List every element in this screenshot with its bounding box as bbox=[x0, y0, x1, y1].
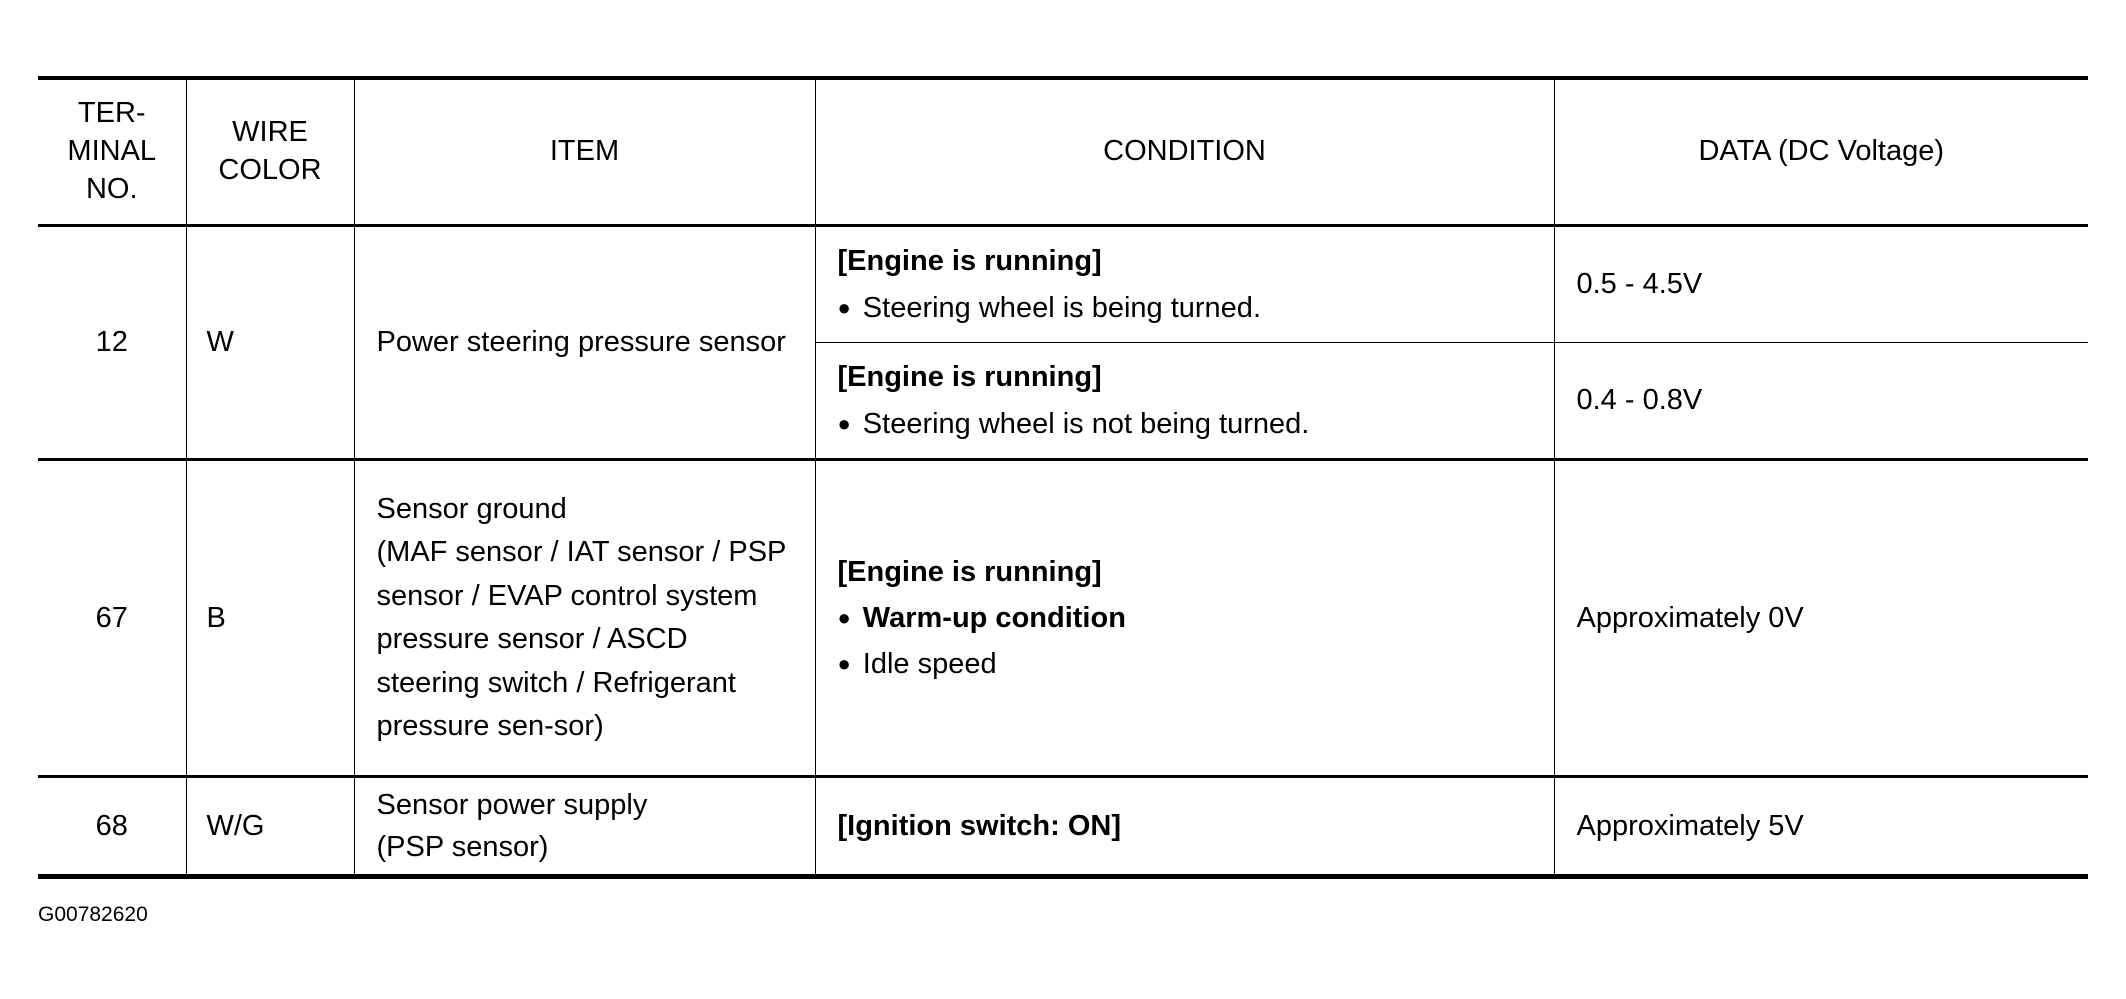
condition-cell: [Engine is running] Steering wheel is be… bbox=[814, 225, 1555, 343]
wire-cell: B bbox=[185, 459, 355, 777]
condition-cell: [Engine is running] Steering wheel is no… bbox=[815, 342, 1555, 460]
header-condition: CONDITION bbox=[814, 77, 1555, 226]
wire-cell: W/G bbox=[185, 776, 355, 877]
wire-cell: W bbox=[185, 225, 355, 460]
header-data: DATA (DC Voltage) bbox=[1553, 77, 2088, 226]
terminal-cell: 68 bbox=[38, 776, 187, 877]
data-cell: Approximately 0V bbox=[1553, 459, 2088, 777]
table-row: 12 W Power steering pressure sensor [Eng… bbox=[38, 225, 2088, 460]
condition-heading: [Engine is running] bbox=[837, 245, 1102, 278]
table-row: 67 B Sensor ground (MAF sensor / IAT sen… bbox=[38, 459, 2088, 777]
terminal-data-table: TER- MINAL NO. WIRE COLOR ITEM CONDITION… bbox=[38, 76, 2088, 879]
header-item: ITEM bbox=[353, 77, 816, 226]
data-cell: Approximately 5V bbox=[1553, 776, 2088, 877]
item-cell: Sensor power supply (PSP sensor) bbox=[353, 776, 816, 877]
terminal-cell: 67 bbox=[38, 459, 187, 777]
condition-bullet: Steering wheel is not being turned. bbox=[838, 403, 1532, 445]
data-cell: 0.5 - 4.5V bbox=[1553, 225, 2088, 343]
table-row: 68 W/G Sensor power supply (PSP sensor) … bbox=[38, 776, 2088, 877]
condition-heading: [Engine is running] bbox=[837, 361, 1102, 394]
condition-cell: [Ignition switch: ON] bbox=[814, 776, 1555, 877]
header-terminal: TER- MINAL NO. bbox=[38, 77, 187, 226]
terminal-cell: 12 bbox=[38, 225, 187, 460]
item-cell: Power steering pressure sensor bbox=[353, 225, 816, 460]
figure-id: G00782620 bbox=[38, 903, 148, 926]
header-wire-color: WIRE COLOR bbox=[185, 77, 355, 226]
data-cell: 0.4 - 0.8V bbox=[1553, 342, 2088, 460]
item-cell: Sensor ground (MAF sensor / IAT sensor /… bbox=[353, 459, 816, 777]
table-row: [Engine is running] Steering wheel is no… bbox=[38, 342, 2088, 460]
condition-bullet: Idle speed bbox=[838, 643, 1532, 685]
condition-heading: [Engine is running] bbox=[837, 555, 1102, 588]
condition-bullet: Steering wheel is being turned. bbox=[838, 287, 1532, 329]
condition-bullet: Warm-up condition bbox=[838, 597, 1532, 639]
condition-cell: [Engine is running] Warm-up condition Id… bbox=[814, 459, 1555, 777]
